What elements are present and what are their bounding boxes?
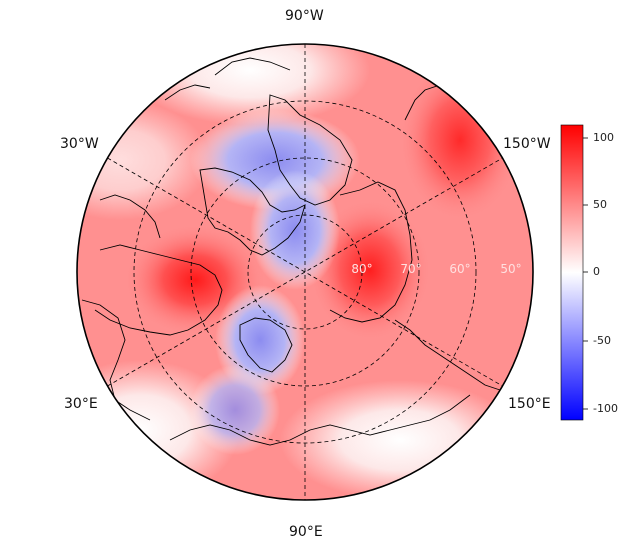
- lon-label-90e: 90°E: [289, 524, 323, 540]
- lon-label-90w: 90°W: [285, 8, 324, 24]
- lat-label-70: 70°: [400, 262, 421, 276]
- map-border: [76, 43, 534, 501]
- lon-label-150w: 150°W: [503, 136, 551, 152]
- lat-label-50: 50°: [500, 262, 521, 276]
- coastlines: [81, 57, 533, 446]
- colorbar-label-neg100: -100: [593, 402, 618, 415]
- colorbar: [560, 124, 588, 421]
- colorbar-label-50: 50: [593, 198, 607, 211]
- colorbar-label-neg50: -50: [593, 334, 611, 347]
- graticule: [107, 44, 503, 500]
- anomaly-field: [77, 44, 533, 500]
- lon-label-30e: 30°E: [64, 396, 98, 412]
- lat-label-60: 60°: [449, 262, 470, 276]
- colorbar-label-100: 100: [593, 131, 614, 144]
- lon-label-150e: 150°E: [508, 396, 551, 412]
- lat-label-80: 80°: [351, 262, 372, 276]
- colorbar-gradient: [560, 124, 584, 421]
- lon-label-30w: 30°W: [60, 136, 99, 152]
- colorbar-label-0: 0: [593, 265, 600, 278]
